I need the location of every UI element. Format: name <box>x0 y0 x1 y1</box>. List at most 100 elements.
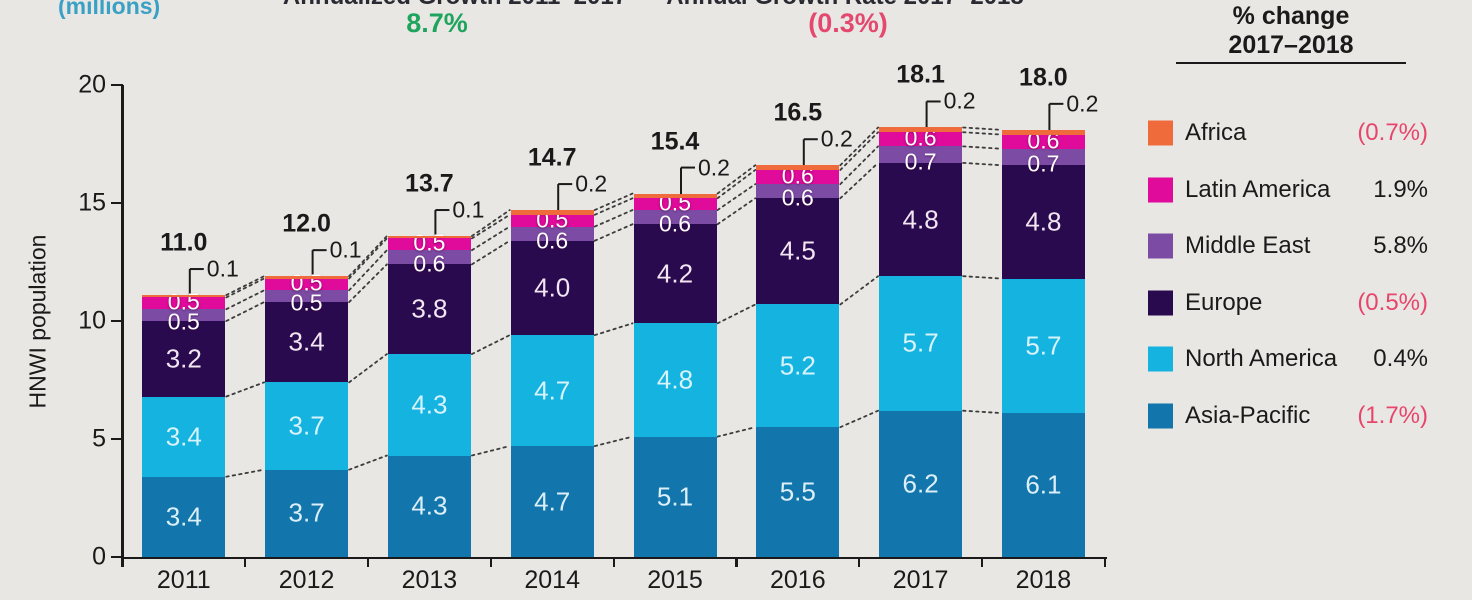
bar-segment-africa-2018 <box>1001 129 1085 135</box>
legend-label-africa: Africa <box>1185 119 1247 146</box>
segment-value-label: 3.8 <box>411 293 448 324</box>
bar-segment-middle-east-2016 <box>756 184 840 199</box>
bar-segment-asia-pacific-2017 <box>879 410 963 557</box>
segment-value-label: 0.7 <box>1027 150 1060 177</box>
bar-total-label: 13.7 <box>405 169 454 198</box>
legend-pct-change-north-america: 0.4% <box>1373 345 1428 372</box>
segment-value-label: 0.5 <box>290 289 323 316</box>
x-axis-category-label: 2011 <box>156 566 211 594</box>
segment-value-label: 3.4 <box>165 421 202 452</box>
africa-callout-label: 0.2 <box>820 125 853 152</box>
segment-value-label: 0.6 <box>659 210 691 237</box>
x-axis-category-label: 2017 <box>892 566 949 594</box>
bar-segment-europe-2011 <box>142 321 226 397</box>
bar-segment-asia-pacific-2011 <box>142 476 226 557</box>
segment-value-label: 0.5 <box>290 269 323 296</box>
bar-segment-north-america-2013 <box>387 354 471 456</box>
africa-callout-label: 0.1 <box>329 236 362 263</box>
bar-segment-middle-east-2013 <box>387 250 471 265</box>
x-axis-category-label: 2015 <box>647 566 703 594</box>
bar-total-label: 18.1 <box>896 60 945 89</box>
x-axis-tick <box>366 559 370 567</box>
segment-value-label: 4.3 <box>411 389 448 420</box>
legend-title: % change 2017–2018 <box>1228 2 1353 60</box>
bar-segment-asia-pacific-2018 <box>1001 413 1085 557</box>
bar-segment-middle-east-2018 <box>1001 148 1085 166</box>
legend-label-latin-america: Latin America <box>1185 175 1331 203</box>
bar-segment-asia-pacific-2014 <box>510 446 594 557</box>
segment-value-label: 0.6 <box>413 250 446 277</box>
bar-segment-north-america-2012 <box>265 382 349 470</box>
bar-segment-africa-2013 <box>387 236 471 239</box>
africa-callout-label: 0.2 <box>698 154 730 181</box>
bar-total-label: 12.0 <box>282 209 331 238</box>
segment-value-label: 5.2 <box>779 350 816 381</box>
segment-value-label: 3.4 <box>165 501 202 532</box>
legend-label-europe: Europe <box>1185 288 1263 316</box>
y-axis-tick <box>110 201 123 205</box>
y-axis-tick-label: 10 <box>78 306 106 335</box>
bar-segment-africa-2012 <box>265 276 349 279</box>
legend-swatch-africa <box>1148 120 1173 146</box>
x-axis-tick <box>121 559 124 567</box>
africa-callout-label: 0.2 <box>943 87 976 114</box>
legend-swatch-north-america <box>1148 346 1173 372</box>
segment-value-label: 6.2 <box>902 468 939 499</box>
y-axis-tick <box>110 555 123 559</box>
bar-total-label: 15.4 <box>650 127 700 156</box>
segment-value-label: 4.8 <box>1025 206 1062 237</box>
bar-segment-europe-2016 <box>756 198 840 305</box>
bar-segment-middle-east-2017 <box>879 146 963 163</box>
left-metric-title-clipped: Annualized Growth 2011–2017 <box>283 0 627 11</box>
x-axis-tick <box>1103 559 1107 567</box>
segment-value-label: 0.6 <box>781 184 814 211</box>
left-metric-value: 8.7% <box>406 8 468 38</box>
y-axis-tick-label: 15 <box>78 188 106 217</box>
bar-segment-middle-east-2015 <box>633 210 717 225</box>
bar-segment-asia-pacific-2016 <box>756 427 840 557</box>
segment-value-label: 0.6 <box>536 227 569 254</box>
segment-value-label: 3.7 <box>288 410 325 441</box>
right-metric-value: (0.3%) <box>808 8 888 38</box>
legend-label-north-america: North America <box>1185 345 1338 372</box>
legend-title-underline <box>1176 62 1406 64</box>
segment-value-label: 4.7 <box>534 375 571 406</box>
x-axis-tick <box>980 559 984 567</box>
africa-callout-label: 0.1 <box>452 196 485 223</box>
bar-segment-europe-2012 <box>265 302 349 383</box>
x-axis-tick <box>489 559 493 567</box>
legend-pct-change-europe: (0.5%) <box>1357 288 1428 316</box>
segment-value-label: 3.4 <box>288 326 325 357</box>
legend-swatch-latin-america <box>1148 177 1173 202</box>
legend-swatch-middle-east <box>1148 233 1173 259</box>
segment-value-label: 0.5 <box>167 288 200 315</box>
legend-title-line1: % change <box>1232 2 1350 30</box>
africa-callout-label: 0.2 <box>575 170 608 197</box>
bar-segment-asia-pacific-2015 <box>633 436 717 557</box>
bar-segment-latin-america-2016 <box>756 169 840 185</box>
legend-swatch-europe <box>1148 290 1173 315</box>
x-axis-category-label: 2018 <box>1015 566 1072 594</box>
bar-segment-africa-2015 <box>633 193 717 199</box>
y-axis-title: HNWI population <box>24 234 51 409</box>
bar-segment-north-america-2014 <box>510 335 594 447</box>
segment-value-label: 4.8 <box>902 204 939 235</box>
africa-callout-label: 0.2 <box>1066 90 1099 117</box>
bar-segment-africa-2011 <box>142 295 226 298</box>
y-axis-tick-label: 0 <box>92 542 106 571</box>
x-axis-category-label: 2014 <box>524 566 580 594</box>
bar-segment-europe-2015 <box>633 224 717 324</box>
y-axis-tick <box>110 319 123 323</box>
x-axis-tick <box>244 559 247 567</box>
legend-pct-change-latin-america: 1.9% <box>1373 175 1428 203</box>
bar-total-label: 14.7 <box>527 143 577 172</box>
bar-segment-north-america-2011 <box>142 396 226 477</box>
bar-segment-africa-2017 <box>879 127 963 133</box>
legend-swatch-asia-pacific <box>1148 403 1173 428</box>
segment-value-label: 4.7 <box>534 486 571 517</box>
bar-segment-asia-pacific-2013 <box>387 455 471 557</box>
segment-value-label: 4.8 <box>656 364 694 395</box>
segment-value-label: 5.5 <box>779 476 816 507</box>
